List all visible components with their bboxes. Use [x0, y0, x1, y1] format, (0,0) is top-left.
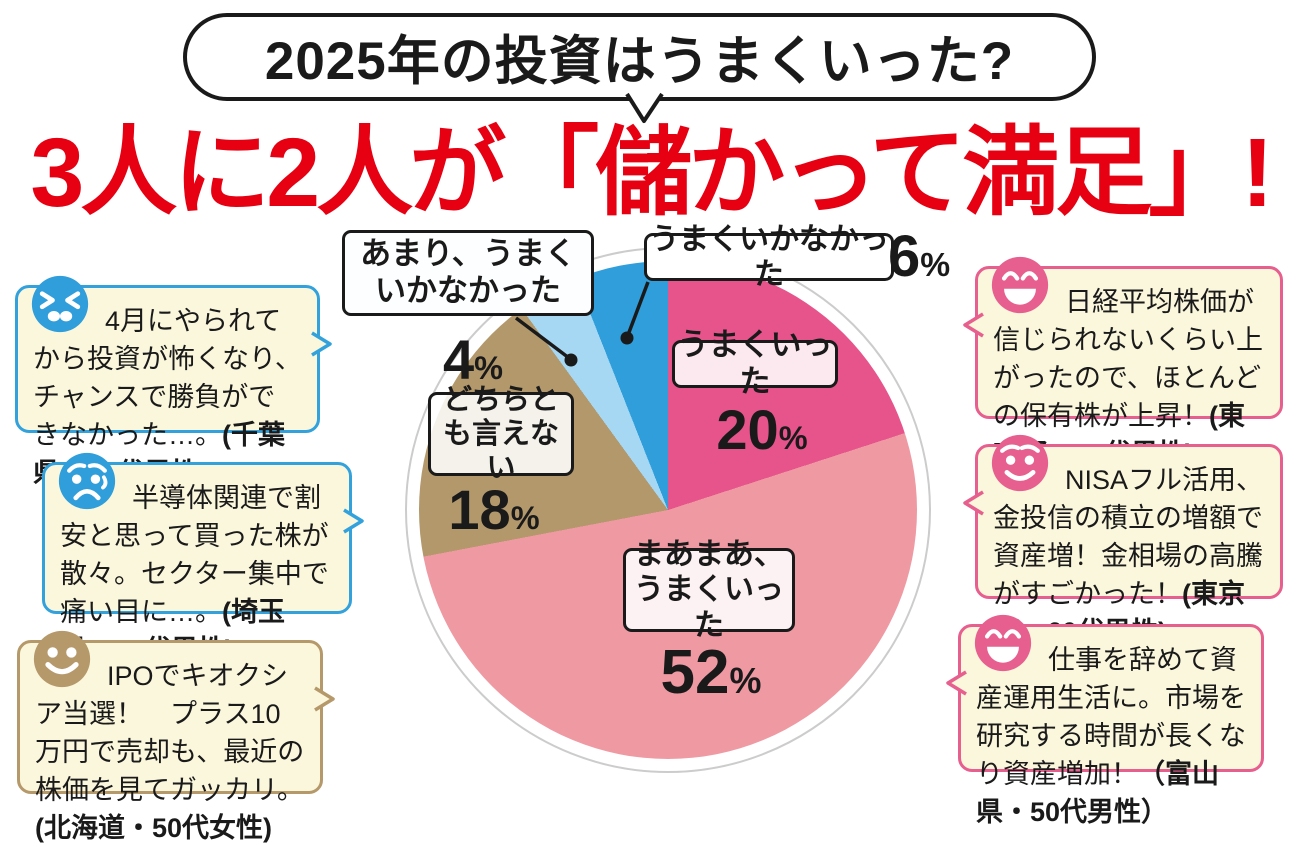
crying-face-icon [58, 452, 116, 510]
speech-tail [314, 686, 335, 712]
speech-tail [946, 670, 967, 696]
comment-text: 4月にやられてから投資が怖くなり、チャンスで勝負ができなかった…。 [33, 306, 302, 450]
callout-box-amari: あまり、うまくいかなかった [342, 230, 594, 316]
smirk-face-icon [991, 434, 1049, 492]
speech-tail [963, 490, 984, 516]
distressed-face-icon [31, 275, 89, 333]
speech-tail [963, 312, 984, 338]
comment-box-negative-1: 4月にやられてから投資が怖くなり、チャンスで勝負ができなかった…。(千葉県・50… [15, 275, 332, 488]
comment-box-positive-1: 日経平均株価が信じられないくらい上がったので、ほとんどの保有株が上昇！(東京都・… [963, 256, 1283, 469]
comment-box-negative-2: 半導体関連で割安と思って買った株が散々。セクター集中で痛い目に…。(埼玉県・60… [42, 452, 364, 665]
comment-box-neutral-1: IPOでキオクシア当選！ プラス10万円で売却も、最近の株価を見てガッカリ。 (北… [17, 630, 335, 843]
comment-text: IPOでキオクシア当選！ プラス10万円で売却も、最近の株価を見てガッカリ。 [35, 661, 305, 805]
pie-chart-area: あまり、うまくいかなかった うまくいかなかった うまくいった どちらとも言えない… [336, 222, 980, 804]
value-maamaa: 52% [660, 638, 762, 707]
value-umakuitta: 20% [716, 398, 808, 461]
title-bubble: 2025年の投資はうまくいった? [183, 13, 1096, 123]
comment-attribution: (北海道・50代女性) [35, 813, 273, 843]
callout-box-maamaa: まあまあ、うまくいった [623, 538, 795, 642]
callout-box-umakuitta: うまくいった [672, 327, 838, 399]
headline: 3人に2人が「儲かって満足」! [30, 117, 1273, 227]
comment-text: NISAフル活用、金投信の積立の増額で資産増！金相場の高騰がすごかった！ [993, 465, 1264, 609]
speech-tail [343, 508, 364, 534]
speech-tail [311, 331, 332, 357]
title-bubble-text: 2025年の投資はうまくいった? [264, 32, 1015, 91]
comment-text: 半導体関連で割安と思って買った株が散々。セクター集中で痛い目に…。 [60, 483, 329, 627]
laughing-face-icon [974, 614, 1032, 672]
value-dochiratomo: 18% [448, 478, 540, 541]
callout-box-dochiratomo: どちらとも言えない [428, 384, 574, 484]
value-amari: 4% [442, 328, 504, 391]
laughing-face-icon [991, 256, 1049, 314]
value-umakuikanakatta: 6% [888, 224, 951, 289]
callout-box-umakuikanakatta: うまくいかなかった [644, 223, 894, 291]
comment-box-positive-3: 仕事を辞めて資産運用生活に。市場を研究する時間が長くなり資産増加！（富山県・50… [946, 614, 1264, 827]
comment-text: 日経平均株価が信じられないくらい上がったので、ほとんどの保有株が上昇！ [993, 287, 1263, 431]
comment-text: 仕事を辞めて資産運用生活に。市場を研究する時間が長くなり資産増加！ [976, 645, 1246, 789]
title-bubble-tail [625, 92, 664, 123]
infographic-page: { "header": { "bubble_title": "2025年の投資は… [15, 13, 1283, 843]
wry-smile-face-icon [33, 630, 91, 688]
comment-box-positive-2: NISAフル活用、金投信の積立の増額で資産増！金相場の高騰がすごかった！(東京都… [963, 434, 1283, 647]
